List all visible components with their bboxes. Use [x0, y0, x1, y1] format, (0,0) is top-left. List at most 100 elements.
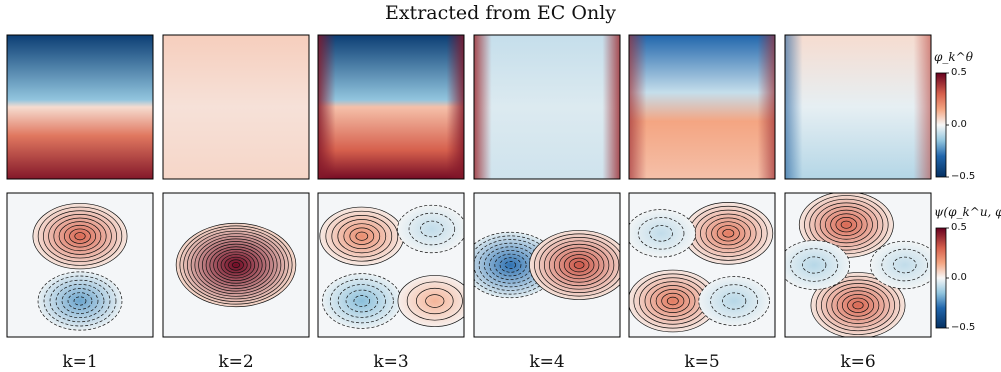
colorbar-title-1: φ_k^θ [934, 50, 973, 64]
psi-contour [504, 261, 517, 269]
psi-contour [847, 297, 869, 313]
psi-contour [420, 220, 444, 238]
psi-contour [785, 240, 850, 290]
psi-contour [73, 296, 87, 306]
psi-contour [563, 254, 595, 276]
psi-frame-6 [784, 192, 932, 338]
psi-contour [231, 262, 241, 268]
psi-contour [58, 221, 102, 252]
psi-frame-5 [628, 192, 776, 338]
theta-edge-3 [318, 35, 464, 179]
theta-edge-5 [629, 35, 775, 179]
psi-contour [345, 289, 378, 313]
psi-contour [815, 275, 901, 335]
psi-contour [830, 213, 863, 236]
psi-contour [826, 283, 890, 328]
psi-contour [698, 276, 770, 326]
psi-lobe [176, 223, 296, 307]
psi-contour [425, 294, 445, 308]
psi-contour [69, 228, 91, 244]
psi-contour [802, 256, 827, 274]
psi-contour [666, 296, 679, 306]
psi-contour [881, 248, 928, 282]
psi-contour [63, 224, 97, 248]
psi-contour [558, 250, 600, 280]
psi-contour [337, 284, 386, 318]
psi-contour [55, 283, 105, 319]
colorbar-tick-label: −0.5 [951, 171, 976, 182]
psi-contour [331, 215, 393, 258]
psi-contour [661, 292, 685, 310]
psi-frame-4 [473, 192, 621, 338]
psi-contour [329, 278, 394, 324]
mode-label-1: k=1 [62, 352, 98, 372]
psi-contour [343, 223, 381, 250]
psi-contour [804, 195, 889, 255]
psi-contour [539, 237, 620, 293]
psi-contour [870, 240, 931, 290]
psi-contour [205, 243, 267, 287]
psi-contour [710, 284, 759, 318]
psi-contour [790, 248, 839, 282]
psi-contour [408, 212, 456, 246]
psi-contour [49, 279, 111, 323]
psi-contour [43, 275, 117, 327]
theta-frame-1 [6, 34, 154, 180]
psi-contour [548, 243, 610, 287]
colorbar-2 [935, 227, 947, 329]
psi-contour [32, 203, 128, 270]
psi-contour [179, 225, 293, 305]
psi-contour [194, 235, 278, 295]
psi-contour [43, 210, 117, 263]
psi-lobe [785, 240, 850, 290]
psi-contour [649, 225, 673, 242]
psi-contour [220, 254, 252, 276]
psi-contour [629, 209, 696, 258]
psi-contour [67, 292, 93, 310]
psi-contour [397, 275, 464, 327]
psi-contour [494, 253, 527, 277]
theta-panel-2 [163, 35, 309, 179]
mode-label-3: k=3 [373, 352, 409, 372]
psi-contour [568, 257, 590, 273]
mode-label-4: k=4 [529, 352, 565, 372]
colorbar-1 [935, 72, 947, 178]
psi-contour [821, 279, 895, 332]
psi-contour [573, 261, 585, 269]
psi-lobe [629, 270, 718, 332]
theta-frame-6 [784, 34, 932, 180]
psi-contour [637, 217, 685, 250]
psi-contour [406, 281, 463, 321]
psi-contour [183, 228, 289, 302]
theta-edge-4 [474, 35, 620, 179]
theta-frame-5 [628, 34, 776, 180]
psi-lobe [870, 241, 931, 289]
psi-contour [809, 198, 884, 251]
psi-contour [37, 206, 123, 266]
psi-contour [397, 204, 464, 254]
psi-contour [175, 222, 297, 308]
psi-contour [48, 214, 112, 259]
psi-lobe [810, 272, 906, 337]
psi-contour [213, 248, 259, 282]
psi-contour [700, 213, 757, 254]
theta-frame-2 [162, 34, 310, 180]
psi-contour [819, 206, 873, 244]
mode-label-5: k=5 [684, 352, 720, 372]
psi-contour [722, 229, 735, 238]
colorbar-tick-label: 0.5 [951, 67, 967, 78]
psi-contour [228, 259, 244, 271]
psi-contour [529, 230, 620, 300]
psi-frame-3 [317, 192, 465, 338]
psi-contour [187, 230, 285, 300]
psi-contour [892, 256, 917, 274]
psi-contour [353, 295, 371, 307]
colorbar-title-2: ψ(φ_k^u, φ_k^v) [934, 205, 1001, 219]
psi-contour [840, 220, 852, 229]
psi-contour [841, 294, 875, 317]
colorbar-tick-label: 0.0 [951, 272, 967, 283]
psi-contour [416, 287, 454, 315]
psi-contour [224, 256, 248, 274]
psi-lobe [529, 230, 620, 300]
